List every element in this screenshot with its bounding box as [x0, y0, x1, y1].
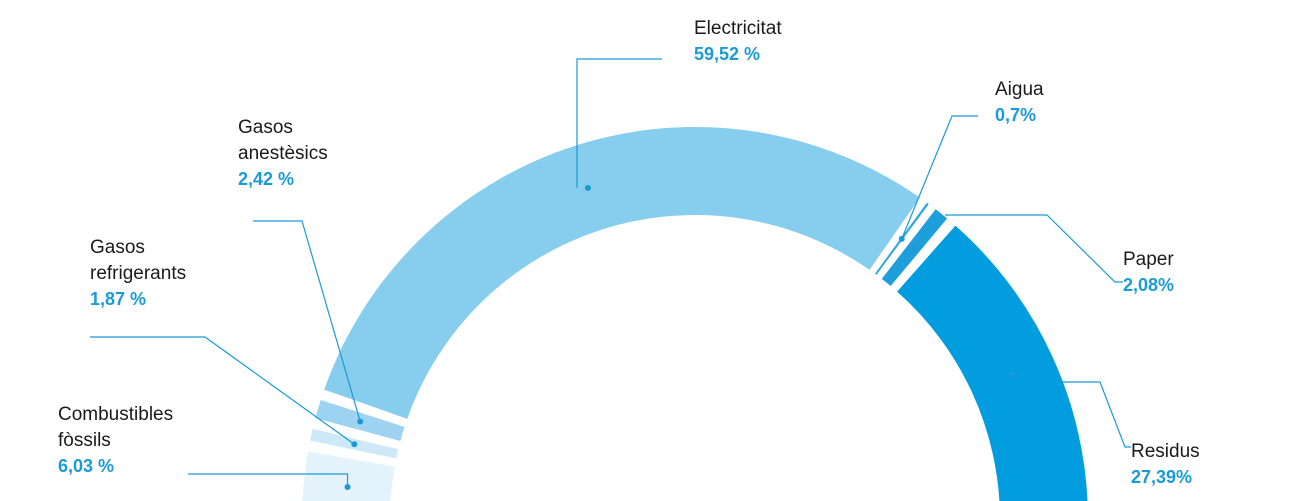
segment-value: 1,87 % [90, 289, 146, 309]
segment-label: Combustibles [58, 404, 173, 425]
segment-value: 6,03 % [58, 456, 114, 476]
segment-value: 59,52 % [694, 44, 760, 64]
leader-line [1055, 381, 1131, 448]
segment-combustibles-fòssils [302, 451, 395, 501]
leader-dot [357, 418, 364, 425]
segment-label: Gasos [90, 237, 145, 258]
leader-line [945, 214, 1123, 283]
leader-dot [351, 441, 358, 448]
segment-label: anestèsics [238, 143, 328, 164]
segment-label: Residus [1131, 441, 1200, 462]
segment-label: Aigua [995, 79, 1044, 100]
segment-value: 27,39% [1131, 467, 1192, 487]
segment-label: Paper [1123, 249, 1174, 270]
leader-lines [90, 58, 1131, 490]
leader-dot [344, 483, 351, 490]
leader-line [901, 115, 978, 240]
segment-residus [897, 225, 1088, 501]
leader-dot [898, 235, 905, 242]
segment-label: Electricitat [694, 18, 782, 39]
segment-label: Gasos [238, 117, 293, 138]
segment-label: refrigerants [90, 263, 186, 284]
leader-line [188, 473, 349, 487]
leader-dot [910, 245, 917, 252]
leader-dot [584, 184, 591, 191]
leader-dot [1009, 371, 1016, 378]
segment-value: 0,7% [995, 105, 1036, 125]
segment-label: fòssils [58, 430, 111, 451]
segment-electricitat [324, 126, 920, 419]
segment-labels: Combustibles fòssils 6,03 % Gasos refrigeran… [58, 18, 1200, 487]
donut-segments [302, 126, 1088, 501]
leader-line [90, 336, 355, 445]
leader-line [576, 58, 662, 188]
leader-line [253, 220, 361, 422]
segment-value: 2,42 % [238, 169, 294, 189]
segment-value: 2,08% [1123, 275, 1174, 295]
